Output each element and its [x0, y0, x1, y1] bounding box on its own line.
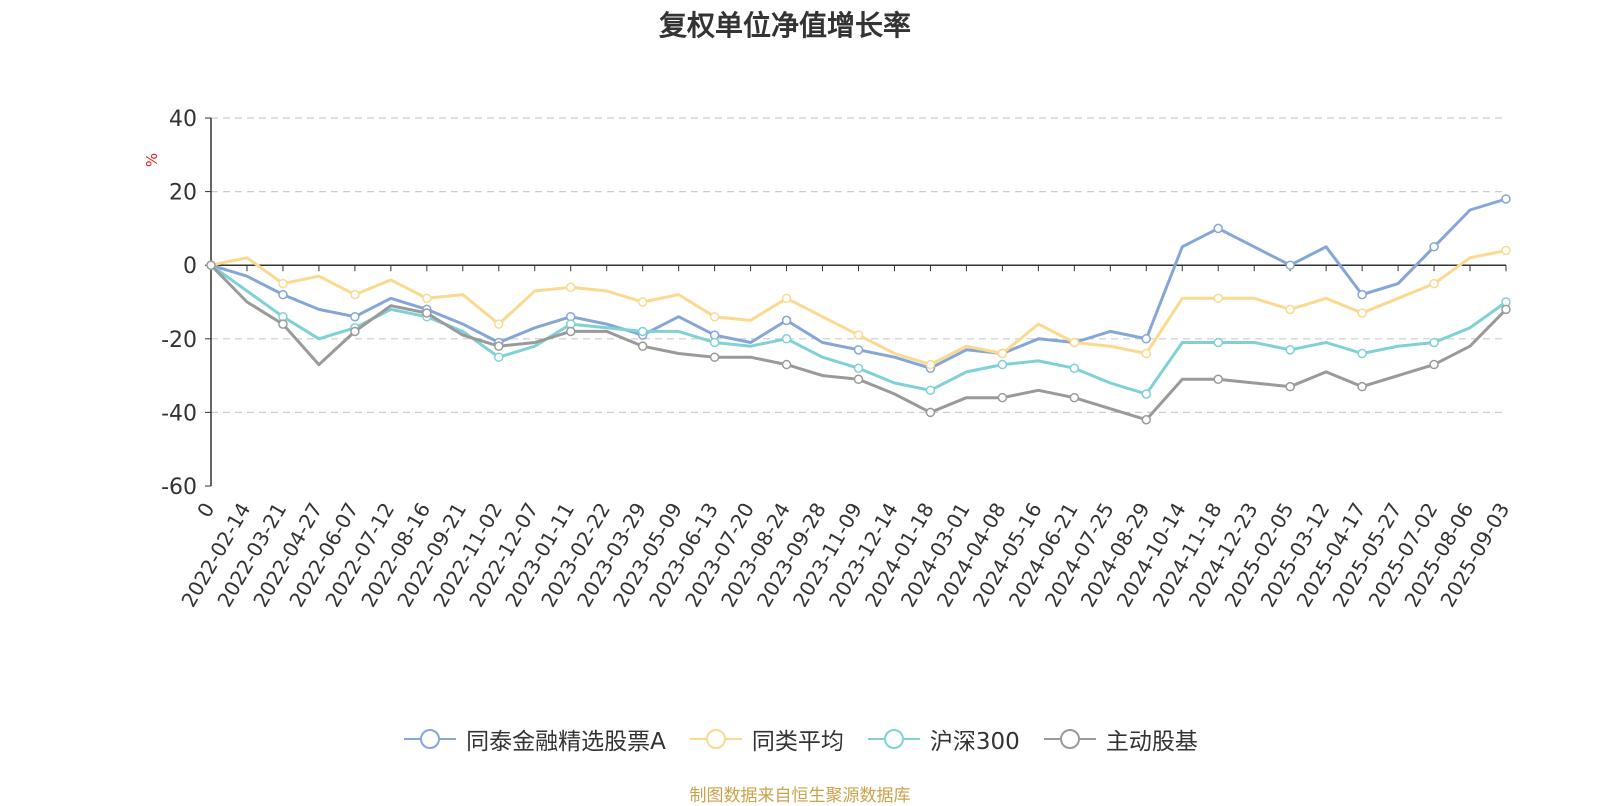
legend-item[interactable]: 同类平均: [688, 722, 844, 756]
data-point: [1213, 293, 1223, 304]
legend-swatch-icon: [404, 729, 457, 749]
data-point: [1141, 334, 1152, 344]
data-point: [853, 374, 864, 385]
data-point: [1429, 337, 1439, 348]
data-point: [350, 326, 360, 337]
data-point: [709, 311, 720, 322]
legend-label: 同类平均: [751, 729, 844, 755]
data-point: [925, 359, 936, 370]
legend-swatch-icon: [867, 729, 920, 749]
data-point: [1285, 304, 1295, 315]
data-point: [853, 363, 864, 373]
data-point: [565, 326, 576, 337]
data-point: [1357, 381, 1367, 392]
data-point: [853, 345, 864, 355]
data-point: [494, 319, 504, 329]
x-tick-label: 0: [192, 499, 219, 522]
data-point: [1285, 381, 1295, 392]
data-point: [1285, 345, 1295, 355]
y-tick-label: 40: [169, 107, 197, 132]
data-point: [1213, 374, 1223, 385]
data-point: [853, 330, 864, 340]
y-tick-label: -40: [161, 401, 197, 426]
series-line: [210, 197, 1507, 370]
data-point: [1069, 392, 1080, 403]
axis-labels: -60-40-200204002022-02-142022-03-212022-…: [161, 107, 1514, 611]
y-tick-label: 0: [183, 254, 197, 279]
data-point: [637, 297, 648, 307]
y-tick-label: -20: [161, 328, 197, 353]
data-point: [781, 315, 792, 326]
chart-title: 复权单位净值增长率: [658, 9, 911, 42]
data-point: [1069, 363, 1080, 373]
data-point: [565, 282, 576, 293]
data-point: [781, 293, 792, 304]
legend-item[interactable]: 主动股基: [1042, 722, 1198, 756]
data-point: [494, 352, 504, 362]
legend-item[interactable]: 沪深300: [866, 722, 1020, 756]
data-point: [1501, 194, 1511, 204]
data-point: [1357, 348, 1367, 359]
data-point: [1429, 359, 1439, 370]
data-point: [1069, 337, 1080, 348]
data-point: [1429, 278, 1439, 289]
legend-label: 同泰金融精选股票A: [466, 729, 666, 755]
data-point: [1357, 308, 1367, 318]
data-point: [1141, 389, 1152, 399]
legend-item[interactable]: 同泰金融精选股票A: [402, 722, 666, 756]
data-point: [278, 319, 288, 329]
data-point: [494, 341, 504, 351]
data-point: [1213, 223, 1223, 234]
source-note: 制图数据来自恒生聚源数据库: [689, 786, 911, 806]
series-lines: [206, 194, 1511, 425]
data-point: [278, 278, 288, 289]
data-point: [1501, 304, 1511, 315]
data-point: [1141, 348, 1152, 359]
data-point: [709, 337, 720, 348]
y-tick-label: 20: [169, 181, 197, 206]
data-point: [709, 352, 720, 362]
data-point: [278, 289, 288, 300]
data-point: [997, 392, 1008, 403]
data-point: [1501, 245, 1511, 256]
data-point: [781, 359, 792, 370]
y-axis-label: %: [143, 153, 161, 167]
y-tick-label: -60: [161, 475, 197, 500]
data-point: [422, 308, 432, 318]
legend-swatch-icon: [689, 729, 742, 749]
data-point: [637, 326, 648, 337]
data-point: [997, 359, 1008, 370]
data-point: [206, 260, 216, 270]
data-point: [925, 407, 936, 418]
data-point: [637, 341, 648, 351]
data-point: [925, 385, 936, 396]
data-point: [1141, 415, 1152, 425]
legend-swatch-icon: [1043, 729, 1096, 749]
data-point: [350, 311, 360, 322]
data-point: [781, 334, 792, 344]
data-point: [997, 348, 1008, 359]
data-point: [350, 289, 360, 300]
data-point: [1285, 260, 1295, 270]
data-point: [422, 293, 432, 304]
data-point: [1429, 242, 1439, 252]
legend: 同泰金融精选股票A 同类平均 沪深300 主动股基: [0, 722, 1600, 756]
data-point: [1357, 289, 1367, 300]
data-point: [1213, 337, 1223, 348]
legend-label: 沪深300: [929, 729, 1020, 755]
legend-label: 主动股基: [1105, 729, 1198, 755]
